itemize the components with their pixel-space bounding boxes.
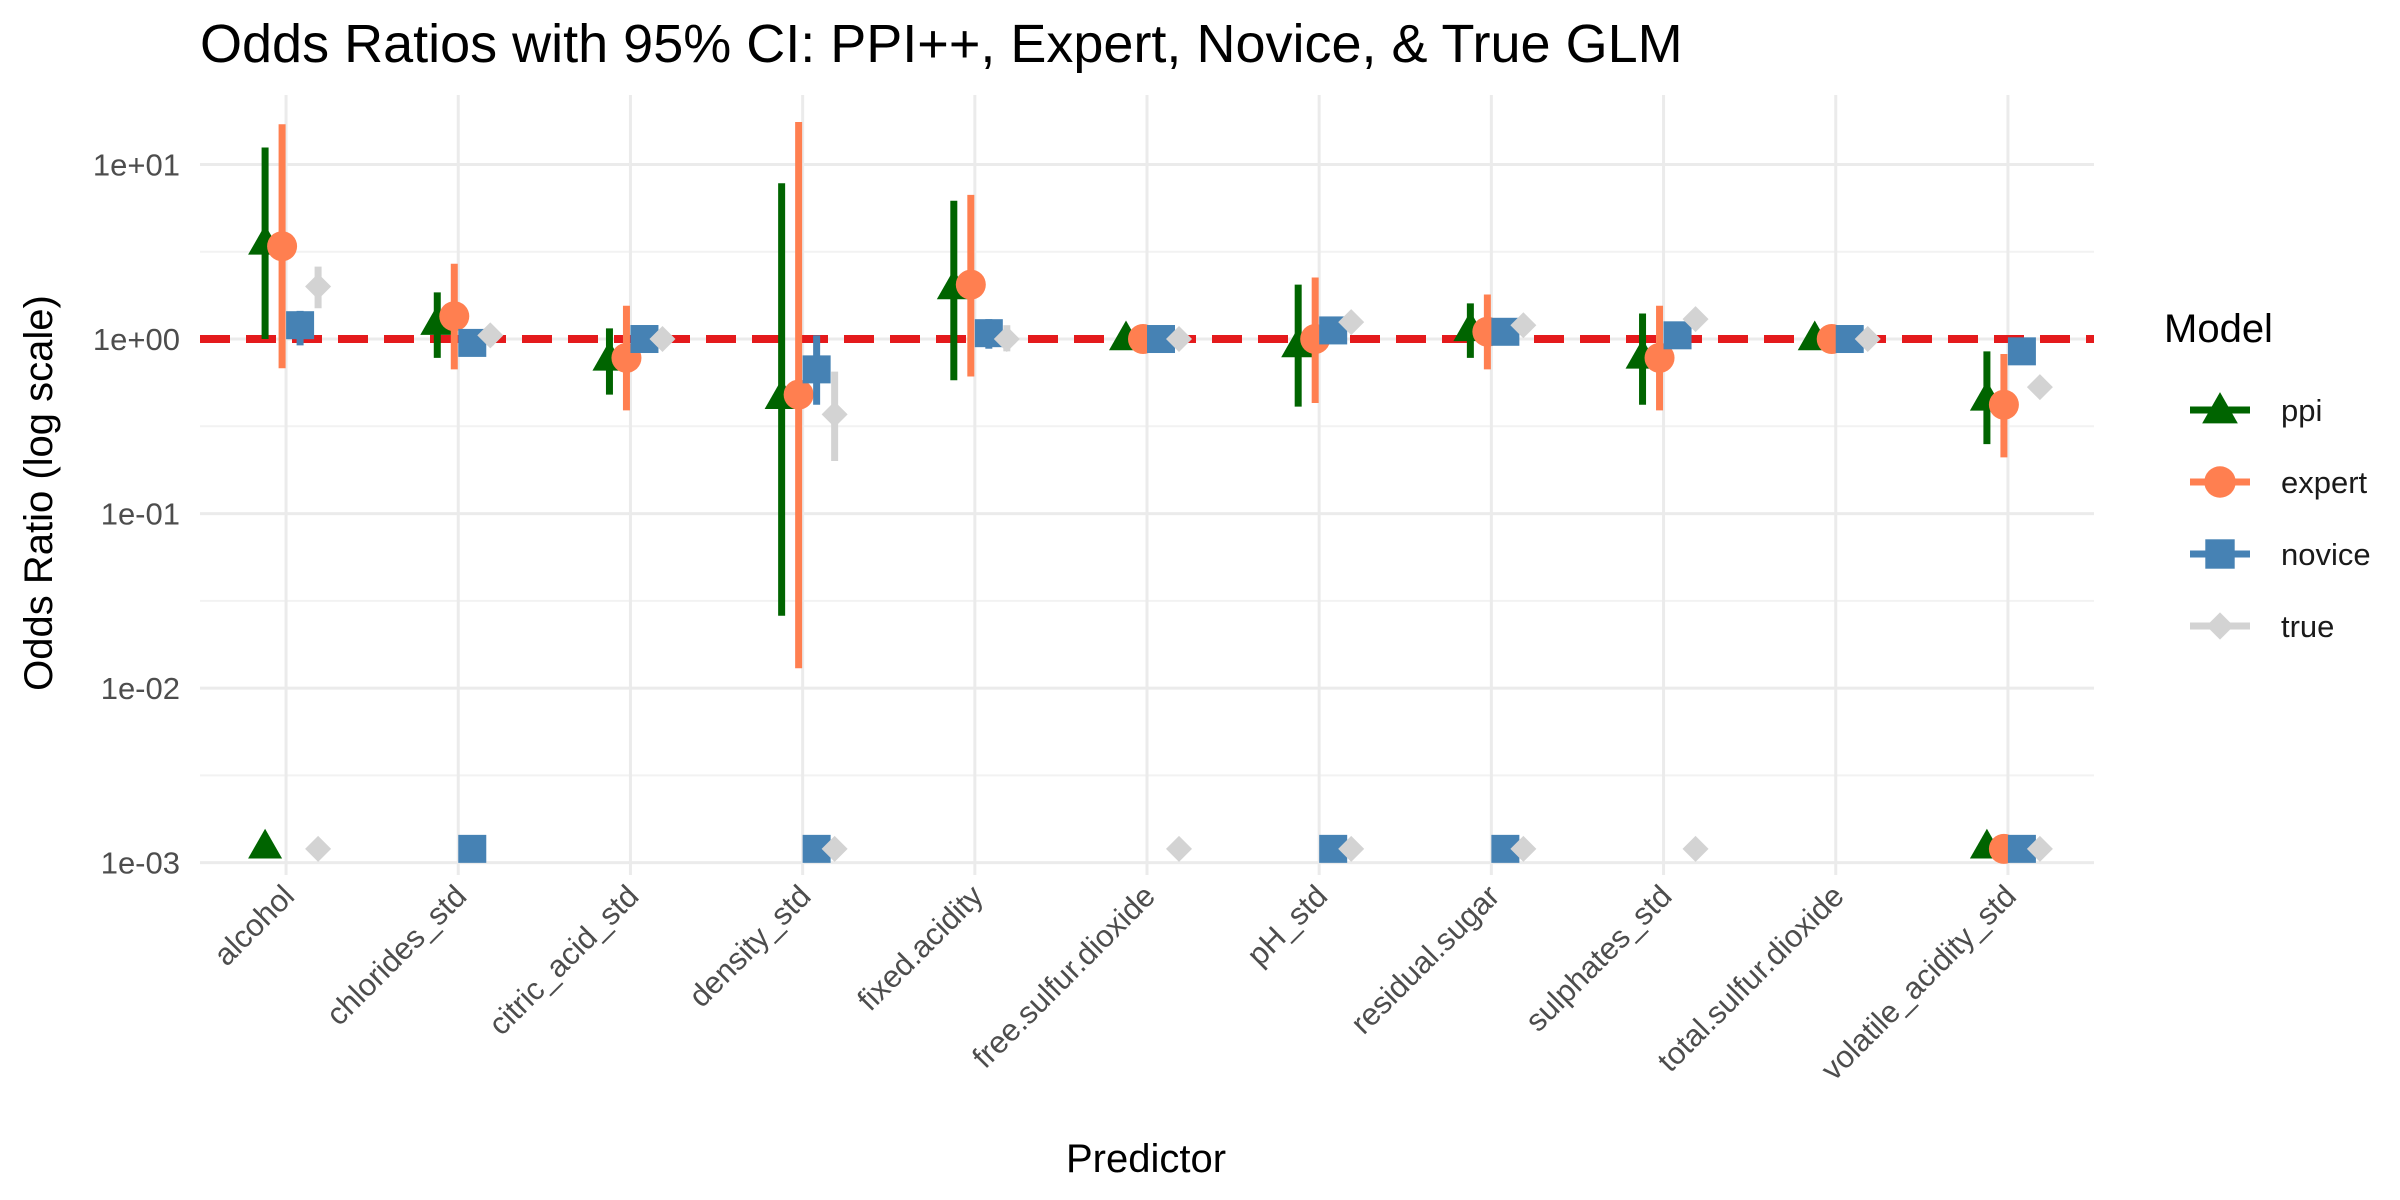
data-point bbox=[1338, 835, 1365, 862]
data-point bbox=[2026, 835, 2053, 862]
series-novice bbox=[286, 310, 2036, 863]
legend-key-marker bbox=[2205, 539, 2235, 569]
x-tick-label: free.sulfur.dioxide bbox=[965, 878, 1162, 1075]
data-point bbox=[439, 301, 470, 332]
x-tick-label: alcohol bbox=[207, 878, 301, 972]
legend-item-novice: novice bbox=[2190, 537, 2371, 572]
x-tick-label: volatile_acidity_std bbox=[1814, 878, 2023, 1087]
data-point bbox=[955, 269, 986, 300]
data-point bbox=[1510, 312, 1537, 339]
data-point bbox=[1166, 835, 1192, 862]
y-tick-label: 1e-02 bbox=[101, 671, 180, 706]
x-axis-title: Predictor bbox=[1066, 1137, 1226, 1181]
x-axis-ticks: alcohol chlorides_std citric_acid_std densi… bbox=[207, 878, 2023, 1087]
legend-key-marker bbox=[2206, 612, 2234, 640]
x-tick-label: total.sulfur.dioxide bbox=[1650, 878, 1850, 1078]
x-tick-label: residual.sugar bbox=[1344, 878, 1506, 1040]
data-point bbox=[1682, 835, 1709, 862]
series-ppi bbox=[248, 147, 2004, 859]
legend-label: expert bbox=[2281, 465, 2368, 500]
y-tick-label: 1e+00 bbox=[93, 322, 180, 357]
legend-item-ppi: ppi bbox=[2190, 392, 2322, 428]
data-point bbox=[1682, 306, 1709, 333]
legend-item-expert: expert bbox=[2190, 465, 2368, 500]
data-point bbox=[821, 401, 848, 428]
data-point bbox=[458, 834, 487, 863]
data-point bbox=[2026, 374, 2053, 401]
x-tick-label: fixed.acidity bbox=[850, 878, 990, 1018]
data-point bbox=[286, 311, 315, 340]
series-true bbox=[305, 266, 2053, 862]
series-expert bbox=[267, 122, 2019, 864]
legend-key-marker bbox=[2202, 392, 2238, 424]
legend: Model ppi expert novice true bbox=[2164, 307, 2371, 644]
y-tick-label: 1e+01 bbox=[93, 147, 180, 182]
data-point bbox=[1338, 309, 1365, 336]
y-axis-ticks: 1e-03 1e-02 1e-01 1e+00 1e+01 bbox=[93, 147, 180, 880]
data-point bbox=[477, 322, 504, 349]
x-tick-label: density_std bbox=[682, 878, 818, 1014]
data-point bbox=[1988, 389, 2019, 420]
data-point bbox=[993, 326, 1020, 353]
x-tick-label: pH_std bbox=[1240, 878, 1334, 972]
grid bbox=[200, 95, 2094, 875]
x-tick-label: chlorides_std bbox=[319, 878, 473, 1032]
data-point bbox=[802, 355, 831, 384]
data-point bbox=[783, 379, 814, 410]
legend-label: novice bbox=[2281, 537, 2371, 572]
data-point bbox=[267, 231, 298, 262]
legend-key-marker bbox=[2204, 466, 2236, 498]
data-point bbox=[1644, 342, 1675, 373]
data-point bbox=[1854, 326, 1881, 353]
legend-label: ppi bbox=[2281, 393, 2322, 428]
legend-item-true: true bbox=[2190, 609, 2334, 644]
data-point bbox=[248, 828, 283, 859]
chart-title: Odds Ratios with 95% CI: PPI++, Expert, … bbox=[200, 14, 1683, 74]
data-point bbox=[305, 273, 332, 300]
data-point bbox=[649, 326, 676, 353]
y-axis-title: Odds Ratio (log scale) bbox=[17, 295, 61, 691]
data-point bbox=[1166, 326, 1192, 353]
data-point bbox=[821, 835, 848, 862]
y-tick-label: 1e-01 bbox=[101, 497, 180, 532]
legend-label: true bbox=[2281, 609, 2334, 644]
legend-title: Model bbox=[2164, 307, 2273, 351]
data-point bbox=[2007, 337, 2036, 366]
data-marks bbox=[248, 122, 2053, 864]
x-tick-label: citric_acid_std bbox=[482, 878, 646, 1042]
data-point bbox=[1510, 835, 1537, 862]
x-tick-label: sulphates_std bbox=[1518, 878, 1678, 1038]
data-point bbox=[305, 835, 332, 862]
y-tick-label: 1e-03 bbox=[101, 846, 180, 881]
data-point bbox=[1663, 321, 1692, 350]
